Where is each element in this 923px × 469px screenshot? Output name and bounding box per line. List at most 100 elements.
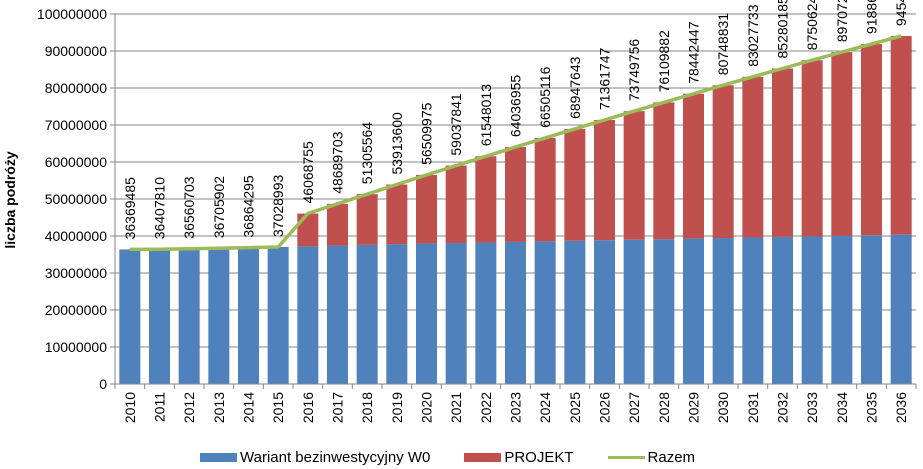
x-tick-label: 2011	[152, 392, 168, 422]
data-label: 46068755	[300, 141, 316, 204]
x-tick-label: 2017	[330, 392, 346, 423]
bar-baseline	[772, 236, 793, 384]
x-tick-label: 2027	[626, 392, 642, 423]
bar-baseline	[742, 237, 764, 384]
y-tick-label: 0	[99, 376, 107, 392]
bars	[119, 36, 912, 384]
data-label: 66505116	[537, 66, 553, 127]
y-tick-label: 70000000	[45, 117, 108, 133]
legend: Wariant bezinwestycyjny W0 PROJEKT Razem	[200, 449, 729, 466]
data-label: 36560703	[181, 176, 197, 239]
bar-projekt	[327, 203, 348, 246]
bar-baseline	[327, 245, 348, 384]
bar-baseline	[475, 242, 497, 384]
y-tick-label: 20000000	[45, 302, 108, 318]
data-label: 36705902	[211, 176, 227, 239]
data-label: 51305564	[359, 122, 375, 185]
x-tick-label: 2018	[359, 392, 375, 423]
x-tick-label: 2026	[597, 392, 613, 423]
bar-baseline	[267, 246, 289, 384]
x-tick-label: 2034	[834, 392, 850, 423]
x-tick-label: 2016	[300, 392, 316, 423]
y-tick-label: 50000000	[45, 191, 108, 207]
bar-projekt	[356, 194, 378, 245]
bar-projekt	[653, 102, 675, 240]
data-label: 36864295	[241, 175, 257, 238]
bar-baseline	[178, 248, 200, 384]
bar-projekt	[861, 44, 882, 236]
legend-item-projekt: PROJEKT	[464, 449, 574, 466]
bar-baseline	[712, 238, 734, 384]
data-label: 68947643	[567, 56, 583, 119]
bar-baseline	[653, 239, 675, 384]
x-tick-label: 2031	[745, 392, 761, 423]
legend-label-razem: Razem	[647, 449, 696, 466]
bar-projekt	[742, 76, 764, 238]
x-tick-label: 2021	[448, 392, 464, 423]
bar-projekt	[623, 111, 645, 240]
legend-swatch-baseline	[200, 453, 237, 462]
data-label: 59037841	[448, 93, 464, 156]
data-label: 91886667	[864, 0, 880, 34]
data-label: 61548013	[478, 84, 494, 147]
bar-baseline	[445, 243, 467, 384]
data-label: 76109882	[656, 30, 672, 93]
y-tick-label: 40000000	[45, 228, 108, 244]
bar-baseline	[119, 249, 141, 384]
bar-projekt	[772, 68, 793, 237]
x-tick-label: 2029	[686, 392, 702, 423]
x-tick-label: 2010	[122, 392, 138, 423]
data-label: 83027733	[745, 4, 761, 67]
data-label: 78442447	[686, 21, 702, 84]
data-label: 36369485	[122, 177, 138, 240]
data-label: 85280185	[775, 0, 791, 59]
bar-projekt	[683, 93, 704, 239]
legend-label-baseline: Wariant bezinwestycyjny W0	[240, 449, 431, 466]
data-label: 89707259	[834, 0, 850, 42]
y-tick-label: 10000000	[45, 339, 108, 355]
data-label: 36407810	[152, 177, 168, 240]
x-tick-label: 2025	[567, 392, 583, 423]
data-label: 87506240	[804, 0, 820, 50]
x-tick-label: 2019	[389, 392, 405, 423]
bar-projekt	[505, 147, 526, 242]
bar-projekt	[831, 52, 853, 236]
data-label: 80748831	[715, 13, 731, 76]
legend-swatch-projekt	[464, 453, 502, 462]
x-tick-label: 2020	[419, 392, 435, 423]
data-label: 37028993	[270, 174, 286, 237]
x-tick-label: 2012	[181, 392, 197, 423]
x-tick-label: 2028	[656, 392, 672, 423]
bar-projekt	[712, 85, 734, 239]
bar-projekt	[386, 184, 408, 245]
bar-baseline	[623, 239, 645, 384]
x-tick-label: 2036	[893, 392, 909, 423]
razem-line	[129, 34, 902, 252]
x-tick-label: 2032	[775, 392, 791, 423]
bar-baseline	[386, 244, 408, 384]
x-tick-label: 2023	[508, 392, 524, 423]
data-label: 56509975	[419, 102, 435, 165]
total-line	[129, 34, 902, 252]
legend-label-projekt: PROJEKT	[504, 449, 574, 466]
bar-projekt	[890, 36, 912, 235]
bar-baseline	[505, 241, 526, 384]
data-label: 53913600	[389, 112, 405, 175]
bar-baseline	[534, 241, 556, 384]
x-tick-label: 2033	[804, 392, 820, 423]
bar-baseline	[238, 247, 259, 384]
x-tick-label: 2022	[478, 392, 494, 423]
x-tick-label: 2035	[864, 392, 880, 423]
x-tick-label: 2030	[715, 392, 731, 423]
bar-projekt	[416, 174, 437, 244]
data-label: 94540674	[893, 0, 909, 26]
bar-baseline	[416, 243, 437, 384]
x-tick-label: 2013	[211, 392, 227, 423]
bar-baseline	[801, 236, 823, 384]
x-tick-label: 2024	[537, 392, 553, 423]
legend-swatch-razem	[607, 456, 645, 459]
bar-baseline	[564, 240, 586, 384]
y-axis-label: liczba podróży	[2, 151, 18, 248]
data-labels: 36369485 36407810 36560703 36705902 36864295…	[122, 0, 909, 239]
x-tick-label: 2014	[241, 392, 257, 423]
